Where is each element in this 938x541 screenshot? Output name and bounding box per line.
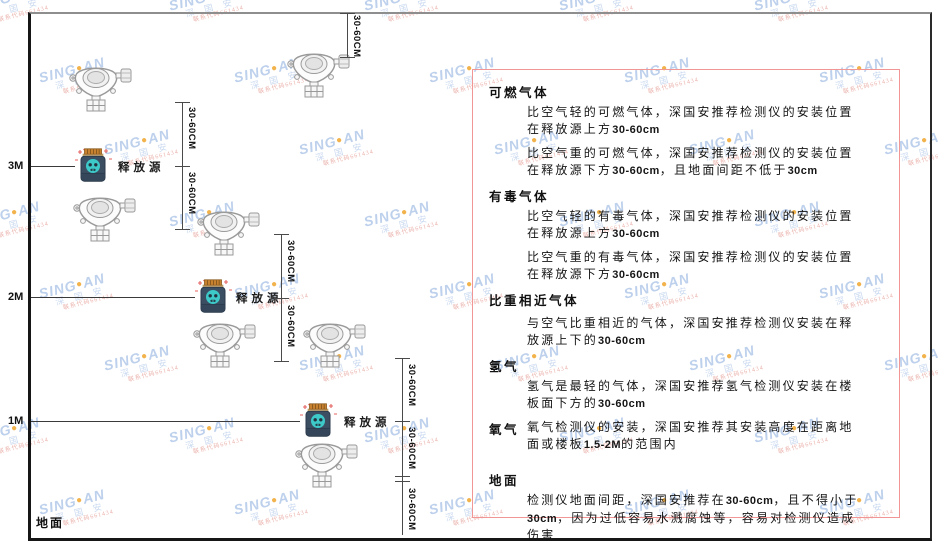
section-heading: 比重相近气体 <box>489 294 580 308</box>
release-source-label: 释放源 <box>236 293 283 305</box>
section-heading: 氢气 <box>489 360 520 374</box>
ground-label: 地面 <box>36 516 65 530</box>
gas-detector-icon <box>190 318 256 368</box>
section-paragraph: 比空气重的可燃气体，深国安推荐检测仪的安装位置在释放源下方30-60cm，且地面… <box>527 146 854 177</box>
dimension-label: 30-60CM <box>285 240 296 283</box>
gas-detector-icon <box>70 192 136 242</box>
section-heading: 有毒气体 <box>489 190 550 204</box>
dimension-tick <box>175 102 190 103</box>
height-label-1m: 1M <box>8 415 24 427</box>
section-hydrogen: 氢气 氢气是最轻的气体，深国安推荐氢气检测仪安装在楼板面下方的30-60cm <box>489 356 885 412</box>
instruction-panel: 可燃气体 比空气轻的可燃气体，深国安推荐检测仪的安装位置在释放源上方30-60c… <box>472 69 900 541</box>
gas-detector-icon <box>300 318 366 368</box>
section-toxic-gas: 有毒气体 比空气轻的有毒气体，深国安推荐检测仪的安装位置在释放源上方30-60c… <box>489 186 885 283</box>
height-label-2m: 2M <box>8 291 24 303</box>
release-source-icon <box>73 148 113 182</box>
dimension-tick <box>274 234 289 235</box>
height-label-3m: 3M <box>8 160 24 172</box>
gas-detector-icon <box>292 438 358 488</box>
release-source-icon <box>298 403 338 437</box>
section-oxygen: 氧气 氧气检测仪的安装，深国安推荐其安装高度在距离地面或楼板1.5-2M的范围内 <box>489 419 885 453</box>
level-line-1m <box>31 421 300 422</box>
dimension-label: 30-60CM <box>186 107 197 150</box>
dimension-label: 30-60CM <box>406 488 417 531</box>
dimension-label: 30-60CM <box>285 305 296 348</box>
level-line-2m <box>31 297 195 298</box>
room-frame <box>28 12 932 541</box>
section-paragraph: 比空气重的有毒气体，深国安推荐检测仪的安装位置在释放源下方30-60cm <box>527 250 854 281</box>
gas-detector-icon <box>194 206 260 256</box>
section-combustible-gas: 可燃气体 比空气轻的可燃气体，深国安推荐检测仪的安装位置在释放源上方30-60c… <box>489 82 885 179</box>
section-ground: 地面 检测仪地面间距，深国安推荐在30-60cm，且不得小于30cm，因为过低容… <box>489 470 885 541</box>
dimension-tick <box>395 421 410 422</box>
section-paragraph: 与空气比重相近的气体，深国安推荐检测仪安装在释放源上下的30-60cm <box>527 316 854 347</box>
gas-detector-icon <box>66 62 132 112</box>
section-paragraph: 氧气检测仪的安装，深国安推荐其安装高度在距离地面或楼板1.5-2M的范围内 <box>527 420 854 451</box>
dimension-label: 30-60CM <box>351 15 362 58</box>
dimension-label: 30-60CM <box>406 427 417 470</box>
section-heading: 氧气 <box>489 423 520 437</box>
release-source-icon <box>193 279 233 313</box>
gas-detector-icon <box>284 48 350 98</box>
dimension-label: 30-60CM <box>186 172 197 215</box>
dimension-tick <box>175 229 190 230</box>
dimension-tick <box>274 361 289 362</box>
section-heading: 地面 <box>489 474 520 488</box>
dimension-tick <box>175 166 190 167</box>
release-source-label: 释放源 <box>344 417 391 429</box>
level-line-3m <box>31 166 75 167</box>
dimension-tick <box>274 298 289 299</box>
section-paragraph: 氢气是最轻的气体，深国安推荐氢气检测仪安装在楼板面下方的30-60cm <box>527 379 854 410</box>
dimension-tick <box>395 476 410 477</box>
dimension-tick <box>395 358 410 359</box>
section-heading: 可燃气体 <box>489 86 550 100</box>
release-source-label: 释放源 <box>118 162 165 174</box>
dimension-tick <box>395 481 410 482</box>
section-similar-density-gas: 比重相近气体 与空气比重相近的气体，深国安推荐检测仪安装在释放源上下的30-60… <box>489 290 885 349</box>
dimension-line <box>402 358 403 535</box>
dimension-line <box>347 13 348 58</box>
section-paragraph: 检测仪地面间距，深国安推荐在30-60cm，且不得小于30cm，因为过低容易水溅… <box>527 493 859 541</box>
dimension-label: 30-60CM <box>406 364 417 407</box>
section-paragraph: 比空气轻的有毒气体，深国安推荐检测仪的安装位置在释放源上方30-60cm <box>527 209 854 240</box>
dimension-tick <box>340 57 355 58</box>
section-paragraph: 比空气轻的可燃气体，深国安推荐检测仪的安装位置在释放源上方30-60cm <box>527 105 854 136</box>
dimension-tick <box>340 13 355 14</box>
